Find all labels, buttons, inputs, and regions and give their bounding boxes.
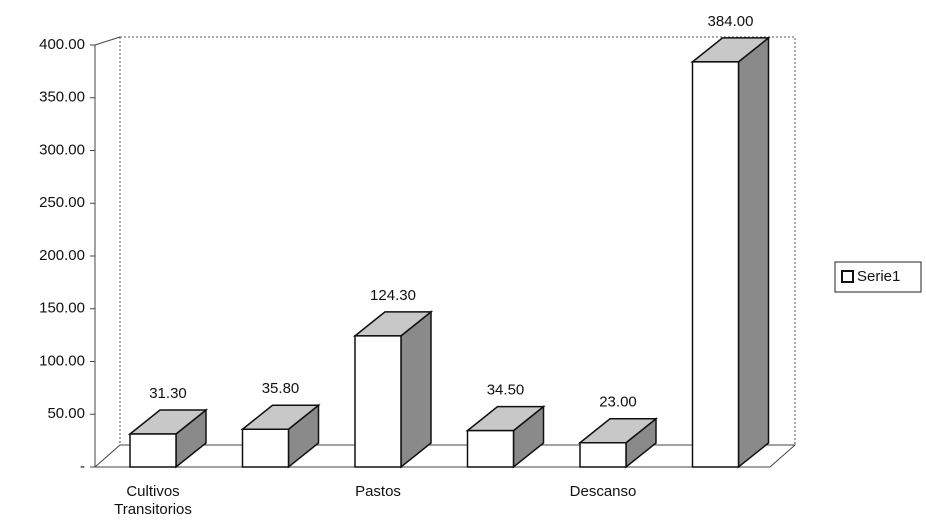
y-tick-label: 100.00 (39, 352, 85, 369)
bar-front (241, 428, 290, 468)
bar-side (737, 36, 770, 469)
bar (240, 403, 321, 469)
bar (127, 408, 209, 469)
y-tick-label: 400.00 (39, 36, 85, 53)
bar-front (466, 429, 515, 468)
value-label: 35.80 (262, 380, 300, 397)
value-label: 31.30 (149, 385, 187, 402)
bar-front (691, 61, 740, 468)
value-label: 384.00 (708, 13, 754, 30)
y-tick-label: 200.00 (39, 247, 85, 264)
value-label: 34.50 (487, 382, 525, 399)
bar (577, 417, 659, 469)
x-tick-label: Cultivos Transitorios (114, 483, 192, 518)
y-tick-label: 300.00 (39, 141, 85, 158)
y-tick-label: - (80, 458, 85, 475)
legend-swatch (841, 270, 854, 283)
y-tick-label: 150.00 (39, 300, 85, 317)
legend-label: Serie1 (857, 268, 900, 285)
bar (690, 36, 771, 469)
value-label: 23.00 (599, 394, 637, 411)
value-label: 124.30 (370, 287, 416, 304)
bar-front (354, 335, 402, 468)
back-wall (119, 36, 796, 446)
floor (93, 444, 797, 468)
left-wall-top (94, 36, 121, 46)
x-tick-label: Pastos (355, 483, 401, 500)
bar-side (400, 310, 432, 469)
bar-front (579, 441, 627, 468)
bar-front (129, 433, 177, 468)
y-tick-label: 50.00 (47, 405, 85, 422)
bar (465, 405, 546, 469)
y-tick-label: 350.00 (39, 89, 85, 106)
bar (352, 310, 434, 469)
x-tick-label: Descanso (569, 483, 637, 500)
y-tick-label: 250.00 (39, 194, 85, 211)
